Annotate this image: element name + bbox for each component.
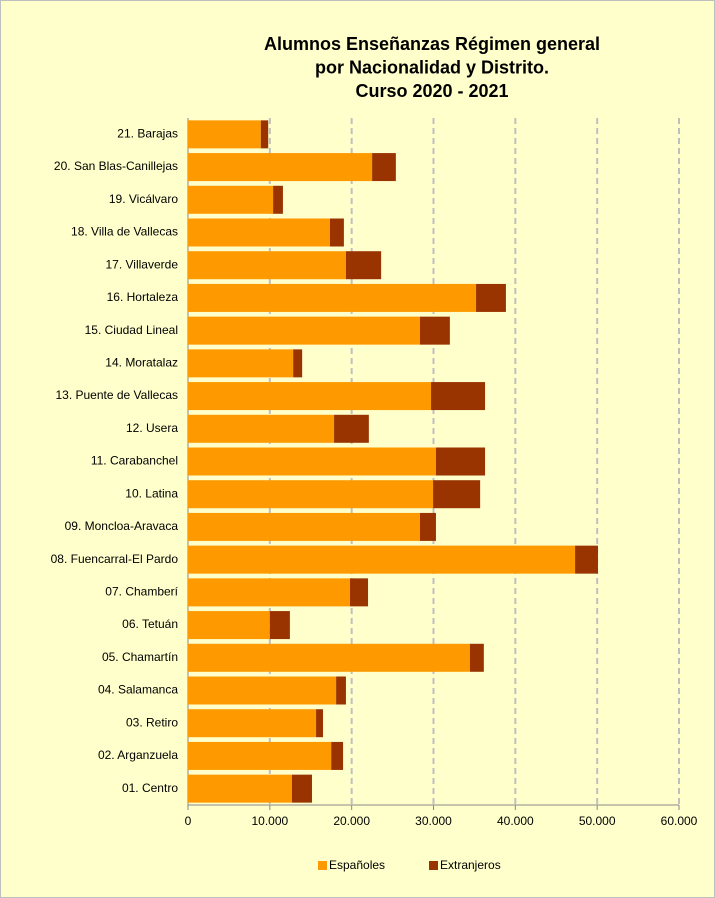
bar-segment xyxy=(188,153,373,182)
bar-segment xyxy=(476,283,506,312)
y-tick-label: 17. Villaverde xyxy=(106,257,179,271)
y-tick-label: 07. Chamberí xyxy=(105,585,178,599)
y-tick-label: 21. Barajas xyxy=(117,127,178,141)
bar-segment xyxy=(188,316,420,345)
bar-segment xyxy=(260,120,269,149)
y-tick-label: 11. Carabanchel xyxy=(91,454,178,468)
bar-segment xyxy=(188,382,432,411)
bar-segment xyxy=(329,218,344,247)
bar-segment xyxy=(433,480,481,509)
y-tick-label: 05. Chamartín xyxy=(102,650,178,664)
bar-segment xyxy=(431,382,486,411)
x-tick-label: 60.000 xyxy=(661,814,698,828)
legend-swatch xyxy=(429,861,438,870)
y-tick-label: 04. Salamanca xyxy=(98,683,178,697)
legend-swatch xyxy=(318,861,327,870)
y-tick-label: 10. Latina xyxy=(125,486,178,500)
y-tick-label: 09. Moncloa-Aravaca xyxy=(65,519,179,533)
y-tick-label: 16. Hortaleza xyxy=(107,290,179,304)
bar-segment xyxy=(469,643,484,672)
bar-segment xyxy=(188,611,270,640)
chart-title: Alumnos Enseñanzas Régimen general xyxy=(264,34,600,54)
y-tick-label: 19. Vicálvaro xyxy=(109,192,178,206)
bar-segment xyxy=(188,447,436,476)
bar-segment xyxy=(188,545,576,574)
y-tick-label: 12. Usera xyxy=(126,421,178,435)
y-tick-label: 08. Fuencarral-El Pardo xyxy=(51,552,179,566)
bar-segment xyxy=(188,676,337,705)
bar-segment xyxy=(188,709,317,738)
bar-segment xyxy=(435,447,486,476)
bar-segment xyxy=(350,578,369,607)
y-tick-label: 01. Centro xyxy=(122,781,178,795)
x-tick-label: 10.000 xyxy=(251,814,288,828)
bar-segment xyxy=(372,153,396,182)
x-tick-label: 20.000 xyxy=(333,814,370,828)
bar-segment xyxy=(188,185,274,214)
y-tick-label: 15. Ciudad Lineal xyxy=(85,323,178,337)
bar-segment xyxy=(269,611,290,640)
y-tick-label: 03. Retiro xyxy=(126,715,178,729)
bar-segment xyxy=(273,185,283,214)
bar-segment xyxy=(575,545,598,574)
bar-segment xyxy=(188,251,346,280)
bar-segment xyxy=(331,741,344,770)
chart-title: Curso 2020 - 2021 xyxy=(355,81,508,101)
bar-segment xyxy=(188,480,434,509)
legend-label: Extranjeros xyxy=(440,858,501,872)
bar-segment xyxy=(345,251,382,280)
bar-segment xyxy=(419,316,450,345)
bar-segment xyxy=(188,283,477,312)
bar-segment xyxy=(336,676,346,705)
x-tick-label: 40.000 xyxy=(497,814,534,828)
x-tick-label: 50.000 xyxy=(579,814,616,828)
chart-title: por Nacionalidad y Distrito. xyxy=(315,57,549,77)
y-tick-label: 06. Tetuán xyxy=(122,617,178,631)
x-tick-label: 0 xyxy=(185,814,192,828)
y-tick-label: 18. Villa de Vallecas xyxy=(71,225,178,239)
y-tick-label: 02. Arganzuela xyxy=(98,748,178,762)
bar-segment xyxy=(419,512,436,541)
bar-segment xyxy=(334,414,369,443)
legend-label: Españoles xyxy=(329,858,385,872)
x-tick-label: 30.000 xyxy=(415,814,452,828)
bar-segment xyxy=(188,643,470,672)
bar-segment xyxy=(188,414,335,443)
bar-segment xyxy=(291,774,312,803)
bar-segment xyxy=(188,120,261,149)
bar-segment xyxy=(188,741,332,770)
bar-segment xyxy=(293,349,303,378)
bar-segment xyxy=(188,578,351,607)
y-tick-label: 13. Puente de Vallecas xyxy=(55,388,178,402)
y-tick-label: 14. Moratalaz xyxy=(105,356,178,370)
y-tick-label: 20. San Blas-Canillejas xyxy=(54,159,178,173)
bar-segment xyxy=(188,218,330,247)
bar-segment xyxy=(316,709,324,738)
bar-segment xyxy=(188,774,292,803)
bar-segment xyxy=(188,349,294,378)
bar-segment xyxy=(188,512,420,541)
